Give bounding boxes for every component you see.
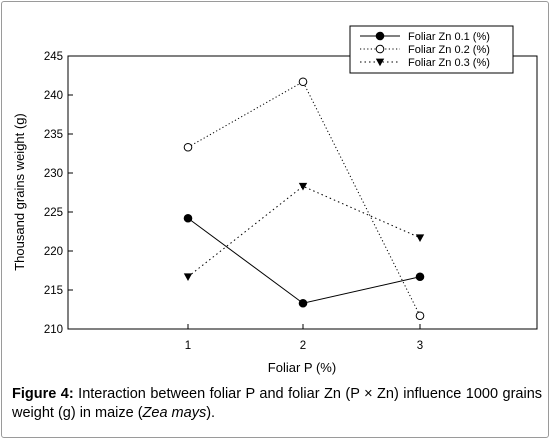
legend-label: Foliar Zn 0.2 (%): [408, 44, 490, 56]
plot-axes: [67, 55, 538, 330]
caption-species: Zea mays: [142, 405, 207, 421]
legend-label: Foliar Zn 0.3 (%): [408, 57, 490, 69]
caption-end: ).: [206, 405, 216, 421]
y-tick-label: 225: [44, 207, 63, 219]
caption-label: Figure 4:: [12, 386, 74, 402]
x-tick-label: 3: [417, 340, 423, 352]
legend: Foliar Zn 0.1 (%)Foliar Zn 0.2 (%)Foliar…: [349, 25, 514, 74]
series-3: [183, 182, 425, 281]
legend-marker: [375, 44, 385, 54]
legend-marker: [375, 58, 385, 67]
y-tick-label: 240: [44, 90, 63, 102]
figure-caption: Figure 4: Interaction between foliar P a…: [12, 385, 542, 423]
x-tick-label: 1: [185, 340, 191, 352]
x-axis-ticks: 1 2 3: [185, 324, 423, 352]
data-point: [183, 213, 193, 223]
series-layer: [183, 77, 425, 321]
y-tick-label: 235: [44, 129, 63, 141]
series-1: [183, 213, 425, 308]
x-axis-label: Foliar P (%): [268, 360, 336, 375]
data-point: [415, 311, 425, 321]
x-tick-label: 2: [300, 340, 306, 352]
series-line: [187, 81, 421, 316]
y-tick-label: 230: [44, 168, 63, 180]
caption-text: Interaction between foliar P and foliar …: [12, 386, 543, 421]
data-point: [183, 142, 193, 152]
data-point: [415, 234, 425, 242]
y-axis-label: Thousand grains weight (g): [12, 113, 27, 271]
series-line: [187, 185, 421, 278]
legend-items: Foliar Zn 0.1 (%)Foliar Zn 0.2 (%)Foliar…: [360, 31, 490, 69]
series-2: [183, 77, 425, 321]
series-line: [187, 217, 421, 304]
plot-frame: [67, 55, 538, 330]
data-point: [183, 273, 193, 281]
legend-label: Foliar Zn 0.1 (%): [408, 31, 490, 43]
y-tick-label: 210: [44, 324, 63, 336]
y-tick-label: 215: [44, 285, 63, 297]
data-point: [298, 182, 308, 191]
y-tick-label: 220: [44, 246, 63, 258]
y-axis-ticks: 210 215 220 225 230 235 240 245: [44, 51, 73, 336]
legend-marker: [375, 31, 385, 41]
data-point: [298, 77, 308, 87]
data-point: [415, 272, 425, 282]
y-tick-label: 245: [44, 51, 63, 63]
data-point: [298, 298, 308, 308]
